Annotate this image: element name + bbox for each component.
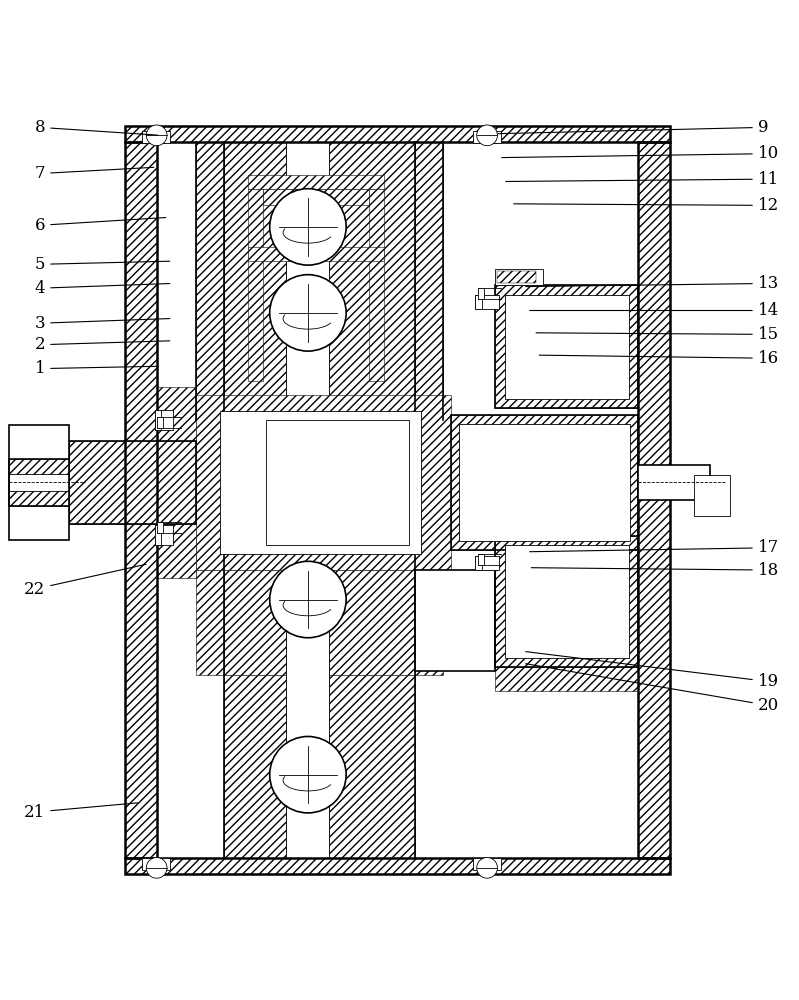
Text: 1: 1 bbox=[34, 360, 158, 377]
Bar bbox=[475, 295, 499, 309]
Text: 9: 9 bbox=[498, 119, 769, 136]
Bar bbox=[225, 570, 286, 675]
Circle shape bbox=[270, 561, 346, 638]
Circle shape bbox=[146, 858, 167, 878]
Bar bbox=[475, 556, 482, 570]
Circle shape bbox=[477, 858, 498, 878]
Bar bbox=[125, 858, 670, 874]
Circle shape bbox=[270, 736, 346, 813]
Bar bbox=[329, 675, 415, 858]
Text: 11: 11 bbox=[506, 171, 779, 188]
Bar bbox=[248, 247, 384, 261]
Text: 14: 14 bbox=[530, 302, 779, 319]
Text: 4: 4 bbox=[34, 280, 170, 297]
Bar bbox=[155, 525, 173, 545]
Text: 10: 10 bbox=[502, 145, 779, 162]
Circle shape bbox=[270, 189, 346, 265]
Bar bbox=[329, 570, 415, 675]
Bar bbox=[495, 269, 543, 285]
Text: 13: 13 bbox=[526, 275, 779, 292]
Bar bbox=[478, 288, 484, 299]
Text: 6: 6 bbox=[34, 217, 166, 234]
Polygon shape bbox=[694, 475, 730, 516]
Bar bbox=[142, 131, 170, 143]
Bar bbox=[157, 387, 197, 578]
Circle shape bbox=[146, 125, 167, 146]
Text: 20: 20 bbox=[526, 664, 779, 714]
Bar bbox=[10, 459, 69, 506]
Circle shape bbox=[477, 125, 498, 146]
Bar bbox=[473, 858, 501, 870]
Bar bbox=[125, 858, 670, 874]
Bar bbox=[451, 415, 638, 550]
Bar bbox=[638, 465, 710, 500]
Bar bbox=[329, 142, 415, 858]
Bar bbox=[10, 459, 69, 506]
Bar bbox=[10, 474, 69, 491]
Bar bbox=[459, 424, 630, 541]
Text: 17: 17 bbox=[530, 539, 779, 556]
Bar bbox=[221, 411, 421, 554]
Bar bbox=[505, 295, 629, 399]
Text: 22: 22 bbox=[24, 564, 146, 598]
Bar bbox=[415, 570, 443, 675]
Bar bbox=[415, 142, 443, 420]
Bar bbox=[451, 415, 638, 550]
Bar bbox=[155, 410, 173, 430]
Text: 7: 7 bbox=[34, 165, 154, 182]
Bar bbox=[197, 570, 225, 675]
Bar bbox=[248, 189, 263, 381]
Bar bbox=[638, 142, 670, 858]
Text: 16: 16 bbox=[539, 350, 779, 367]
Bar bbox=[478, 554, 484, 565]
Bar bbox=[69, 441, 197, 524]
Text: 19: 19 bbox=[526, 652, 779, 690]
Bar bbox=[286, 142, 329, 858]
Bar bbox=[473, 131, 501, 143]
Bar bbox=[125, 126, 670, 142]
Bar bbox=[475, 556, 499, 570]
Bar bbox=[263, 189, 369, 205]
Bar bbox=[495, 536, 638, 667]
Bar bbox=[497, 271, 536, 283]
Text: 18: 18 bbox=[531, 562, 779, 579]
Bar bbox=[505, 545, 629, 658]
Circle shape bbox=[270, 275, 346, 351]
Bar bbox=[225, 142, 286, 858]
Bar bbox=[248, 175, 384, 189]
Text: 15: 15 bbox=[536, 326, 779, 343]
Bar bbox=[157, 522, 163, 533]
Bar bbox=[369, 189, 384, 381]
Bar bbox=[638, 142, 670, 858]
Bar bbox=[495, 536, 638, 667]
Text: 12: 12 bbox=[514, 197, 779, 214]
Bar bbox=[69, 441, 197, 524]
Text: 5: 5 bbox=[34, 256, 170, 273]
Bar bbox=[157, 417, 163, 428]
Text: 21: 21 bbox=[24, 803, 138, 821]
Bar bbox=[125, 142, 157, 858]
Bar bbox=[142, 858, 170, 870]
Bar bbox=[266, 420, 409, 545]
Bar bbox=[475, 295, 482, 309]
Bar bbox=[495, 285, 638, 408]
Bar bbox=[155, 410, 161, 430]
Text: 8: 8 bbox=[34, 119, 158, 136]
Bar bbox=[10, 425, 69, 540]
Bar bbox=[197, 142, 225, 420]
Bar bbox=[415, 570, 495, 671]
Bar bbox=[125, 126, 670, 142]
Text: 2: 2 bbox=[34, 336, 170, 353]
Bar bbox=[125, 142, 157, 858]
Bar bbox=[225, 675, 286, 858]
Bar bbox=[155, 525, 161, 545]
Bar bbox=[197, 395, 451, 570]
Bar bbox=[495, 667, 638, 691]
Text: 3: 3 bbox=[34, 315, 170, 332]
Bar bbox=[495, 285, 638, 408]
